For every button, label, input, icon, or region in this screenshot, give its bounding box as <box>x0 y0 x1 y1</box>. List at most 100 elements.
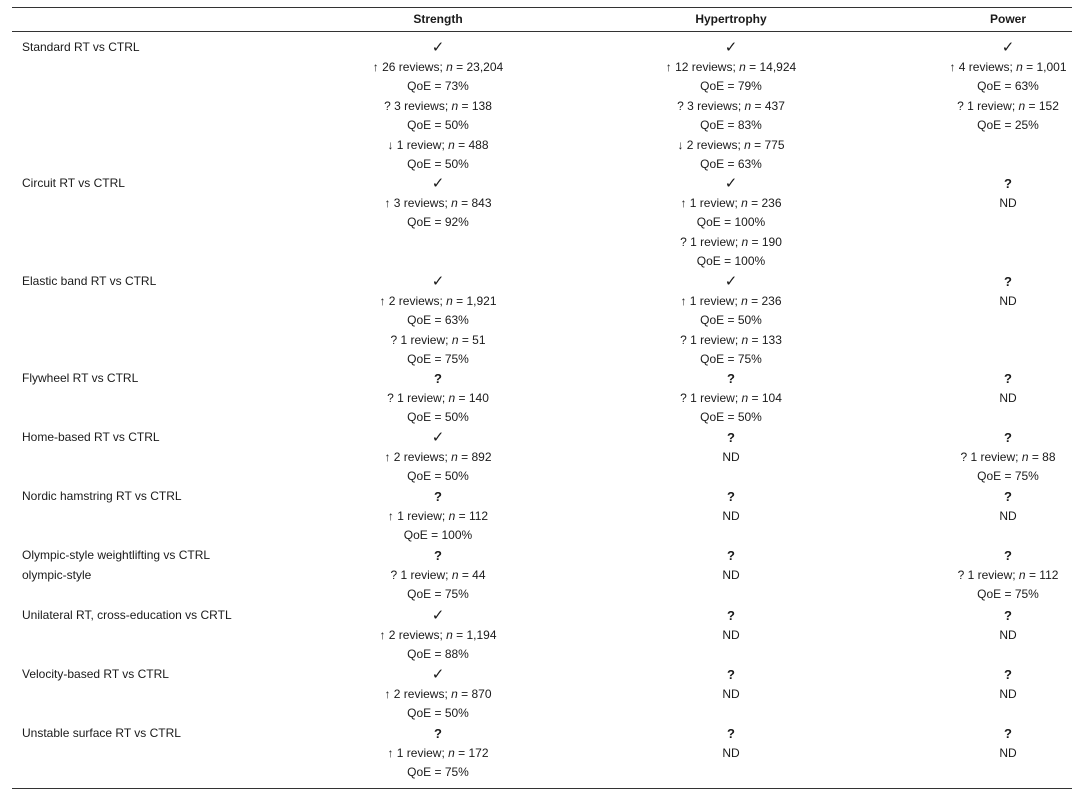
cell-hypertrophy: ? ND <box>631 428 831 467</box>
sample-size-symbol: n <box>451 98 459 113</box>
no-data-text: ND <box>722 567 740 582</box>
cell-power: ? ND <box>908 272 1080 311</box>
qoe-value: QoE = 50% <box>700 410 762 424</box>
cell-hypertrophy: ? ND <box>631 724 831 763</box>
sample-size-symbol: n <box>741 293 748 308</box>
review-count-prefix: ↑ 1 review; <box>680 293 742 308</box>
row-label: Elastic band RT vs CTRL <box>22 272 322 292</box>
row-label-line: Standard RT vs CTRL <box>22 40 140 54</box>
qoe-value: QoE = 50% <box>407 469 469 483</box>
qoe-value: QoE = 63% <box>700 157 762 171</box>
review-count: ↑ 1 review; n = 236 <box>631 194 831 214</box>
cell-power: ? ND <box>908 606 1080 645</box>
no-data-text: ND <box>999 508 1017 523</box>
cell-strength: ? ↑ 1 review; n = 112 QoE = 100% <box>338 487 538 546</box>
sample-size-symbol: n <box>446 293 453 308</box>
sample-size-symbol: n <box>741 390 749 405</box>
sample-size-value: = 133 <box>748 332 782 347</box>
question-mark: ? <box>727 667 735 682</box>
review-count: ? 3 reviews; n = 138 <box>338 97 538 117</box>
no-data-text: ND <box>999 745 1017 760</box>
cell-power: ? ND <box>908 369 1080 408</box>
question-mark: ? <box>1004 548 1012 563</box>
review-count: ↑ 26 reviews; n = 23,204 <box>338 58 538 78</box>
qoe-value: QoE = 75% <box>407 587 469 601</box>
row-label-line: Olympic-style weightlifting vs CTRL <box>22 548 211 562</box>
row-label-line: Flywheel RT vs CTRL <box>22 371 139 385</box>
review-count-prefix: ? 1 review; <box>957 98 1019 113</box>
qoe-value: QoE = 79% <box>700 79 762 93</box>
sample-size-value: = 138 <box>458 98 492 113</box>
row-label-line: Home-based RT vs CTRL <box>22 430 160 444</box>
sample-size-value: = 1,921 <box>452 293 497 308</box>
sample-size-value: = 437 <box>751 98 785 113</box>
sample-size-symbol: n <box>451 195 458 210</box>
sample-size-value: = 843 <box>457 195 492 210</box>
check-mark-icon: ✓ <box>431 666 445 683</box>
sample-size-value: = 870 <box>457 686 492 701</box>
cell-strength: ✓ ↑ 3 reviews; n = 843 QoE = 92% <box>338 174 538 233</box>
sample-size-value: = 51 <box>458 332 486 347</box>
check-mark-icon: ✓ <box>431 39 445 56</box>
review-count-prefix: ? 3 reviews; <box>677 98 745 113</box>
sample-size-value: = 140 <box>455 390 489 405</box>
review-count-prefix: ↑ 12 reviews; <box>665 59 740 74</box>
column-header-hypertrophy: Hypertrophy <box>695 12 767 26</box>
sample-size-symbol: n <box>741 195 748 210</box>
no-data-text: ND <box>722 745 740 760</box>
no-data-text: ND <box>999 195 1017 210</box>
review-count-prefix: ↑ 3 reviews; <box>384 195 452 210</box>
question-mark: ? <box>1004 489 1012 504</box>
qoe-value: QoE = 75% <box>407 352 469 366</box>
review-count-prefix: ? 1 review; <box>957 567 1019 582</box>
no-data-text: ND <box>999 293 1017 308</box>
sample-size-symbol: n <box>451 686 458 701</box>
review-count-prefix: ↑ 1 review; <box>387 508 449 523</box>
qoe-value: QoE = 63% <box>407 313 469 327</box>
review-count: ↑ 2 reviews; n = 1,921 <box>338 292 538 312</box>
sample-size-symbol: n <box>448 137 455 152</box>
review-count: ? 1 review; n = 152 <box>908 97 1080 117</box>
qoe-value: QoE = 75% <box>977 587 1039 601</box>
no-data-text: ND <box>999 686 1017 701</box>
column-header-power: Power <box>989 12 1026 26</box>
cell-hypertrophy: ? ND <box>631 487 831 526</box>
sample-size-value: = 14,924 <box>745 59 797 74</box>
qoe-value: QoE = 88% <box>407 647 469 661</box>
cell-hypertrophy: ✓ ↑ 1 review; n = 236 QoE = 50%? 1 review;… <box>631 272 831 370</box>
row-label-line: Circuit RT vs CTRL <box>22 176 125 190</box>
question-mark: ? <box>434 489 442 504</box>
question-mark: ? <box>1004 371 1012 386</box>
sample-size-value: = 1,194 <box>452 627 497 642</box>
question-mark: ? <box>727 489 735 504</box>
check-mark-icon: ✓ <box>431 429 445 446</box>
qoe-value: QoE = 73% <box>407 79 469 93</box>
question-mark: ? <box>1004 608 1012 623</box>
question-mark: ? <box>1004 176 1012 191</box>
sample-size-symbol: n <box>744 98 752 113</box>
check-mark-icon: ✓ <box>431 175 445 192</box>
cell-hypertrophy: ? ND <box>631 665 831 704</box>
row-label-line: Unstable surface RT vs CTRL <box>22 726 181 740</box>
sample-size-symbol: n <box>741 234 749 249</box>
table-top-rule <box>12 7 1072 8</box>
sample-size-value: = 44 <box>458 567 486 582</box>
qoe-value: QoE = 75% <box>977 469 1039 483</box>
question-mark: ? <box>434 726 442 741</box>
review-count: ↑ 3 reviews; n = 843 <box>338 194 538 214</box>
review-count: ? 1 review; n = 190 <box>631 233 831 253</box>
review-count-prefix: ? 1 review; <box>680 390 742 405</box>
cell-power: ? ND <box>908 174 1080 213</box>
sample-size-value: = 112 <box>1025 567 1059 582</box>
review-count: ↓ 2 reviews; n = 775 <box>631 136 831 156</box>
row-label-line: olympic-style <box>22 567 92 582</box>
cell-power: ? ND <box>908 665 1080 704</box>
qoe-value: QoE = 75% <box>700 352 762 366</box>
no-data-text: ND <box>722 508 740 523</box>
review-count: ↑ 2 reviews; n = 892 <box>338 448 538 468</box>
sample-size-value: = 775 <box>750 137 785 152</box>
row-label: Unilateral RT, cross-education vs CRTL <box>22 606 322 626</box>
sample-size-value: = 112 <box>455 508 489 523</box>
sample-size-value: = 104 <box>748 390 782 405</box>
cell-strength: ✓ ↑ 26 reviews; n = 23,204 QoE = 73% ? 3 re… <box>338 38 538 175</box>
